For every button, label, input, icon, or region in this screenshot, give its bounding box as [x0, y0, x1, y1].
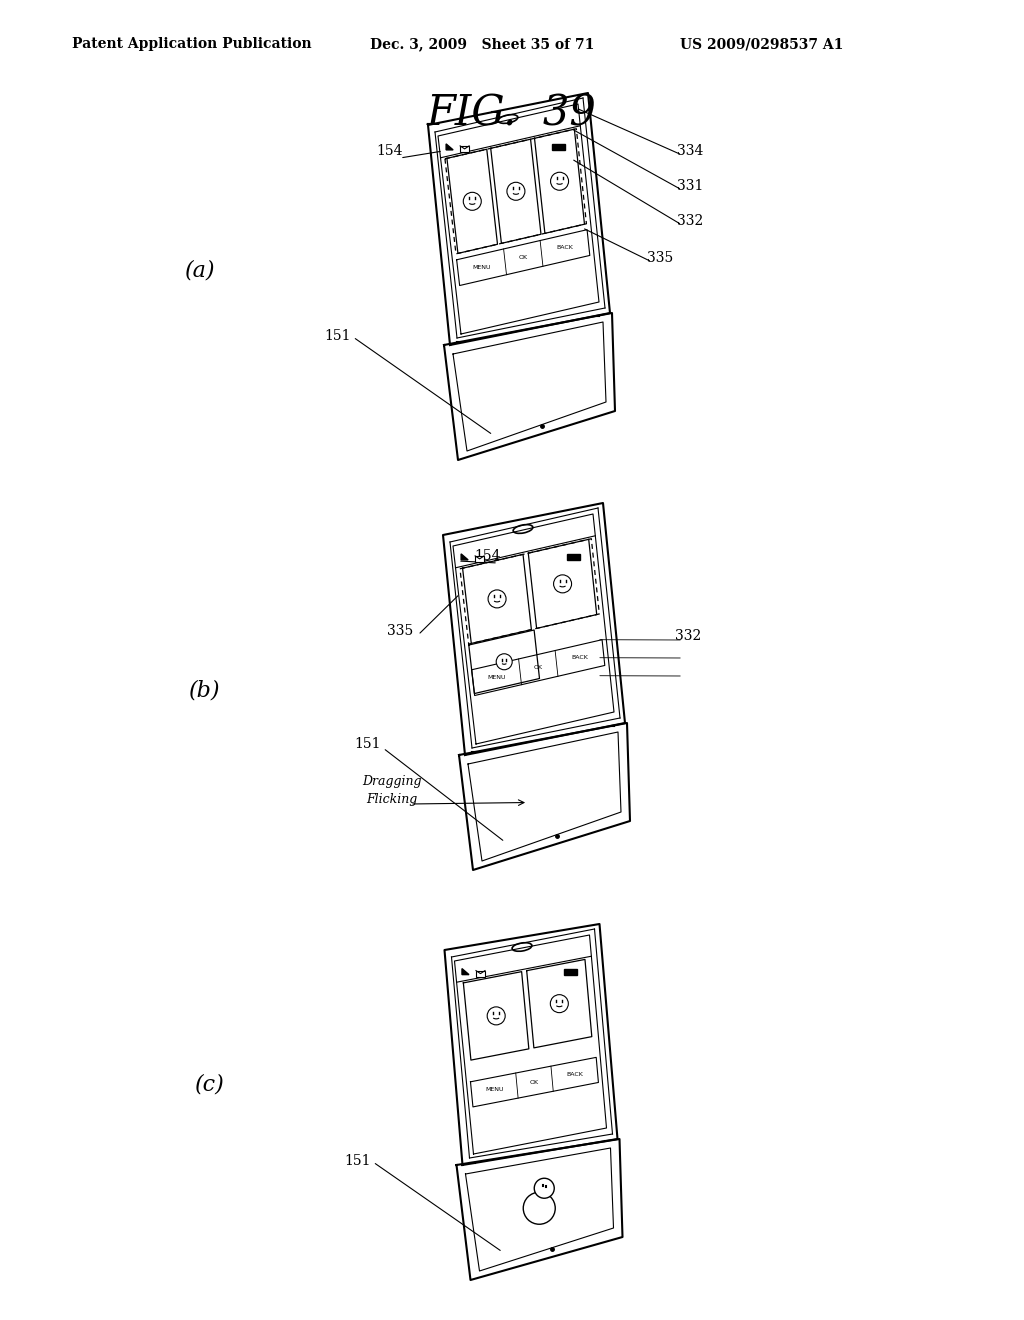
Bar — [475, 556, 484, 562]
Circle shape — [463, 193, 481, 210]
Text: BACK: BACK — [566, 1072, 583, 1077]
Text: 331: 331 — [677, 180, 703, 193]
Text: 334: 334 — [677, 144, 703, 158]
Text: MENU: MENU — [485, 1088, 504, 1093]
Bar — [552, 144, 565, 150]
Text: MENU: MENU — [472, 265, 490, 269]
Text: Dragging
Flicking: Dragging Flicking — [362, 775, 422, 805]
Text: 332: 332 — [677, 214, 703, 228]
Polygon shape — [462, 969, 469, 974]
Text: MENU: MENU — [487, 675, 506, 680]
Text: Patent Application Publication: Patent Application Publication — [72, 37, 311, 51]
Bar — [564, 969, 578, 974]
Circle shape — [523, 1192, 555, 1224]
Text: OK: OK — [519, 255, 527, 260]
Text: 154: 154 — [377, 144, 403, 158]
Text: BACK: BACK — [557, 246, 573, 251]
Text: 151: 151 — [345, 1154, 372, 1168]
Bar — [476, 970, 485, 977]
Text: 335: 335 — [387, 624, 413, 638]
Circle shape — [487, 1007, 505, 1024]
Text: 151: 151 — [354, 737, 381, 751]
Text: 151: 151 — [325, 329, 351, 343]
Circle shape — [554, 576, 571, 593]
Text: US 2009/0298537 A1: US 2009/0298537 A1 — [680, 37, 844, 51]
Text: (c): (c) — [196, 1074, 225, 1096]
Polygon shape — [461, 554, 468, 560]
Text: 332: 332 — [675, 630, 701, 643]
Text: OK: OK — [530, 1080, 539, 1085]
Circle shape — [507, 182, 525, 201]
Circle shape — [497, 653, 512, 669]
Circle shape — [551, 172, 568, 190]
Text: FIG.  39: FIG. 39 — [427, 92, 597, 135]
Text: Dec. 3, 2009   Sheet 35 of 71: Dec. 3, 2009 Sheet 35 of 71 — [370, 37, 594, 51]
Text: (b): (b) — [189, 678, 221, 701]
Text: OK: OK — [534, 665, 543, 671]
Circle shape — [488, 590, 506, 609]
Text: (a): (a) — [184, 259, 215, 281]
Bar — [460, 147, 469, 152]
Polygon shape — [446, 144, 454, 150]
Text: 154: 154 — [475, 549, 502, 564]
Bar — [567, 554, 581, 560]
Text: BACK: BACK — [571, 656, 589, 660]
Circle shape — [550, 995, 568, 1012]
Circle shape — [535, 1179, 554, 1199]
Text: 335: 335 — [647, 251, 673, 265]
